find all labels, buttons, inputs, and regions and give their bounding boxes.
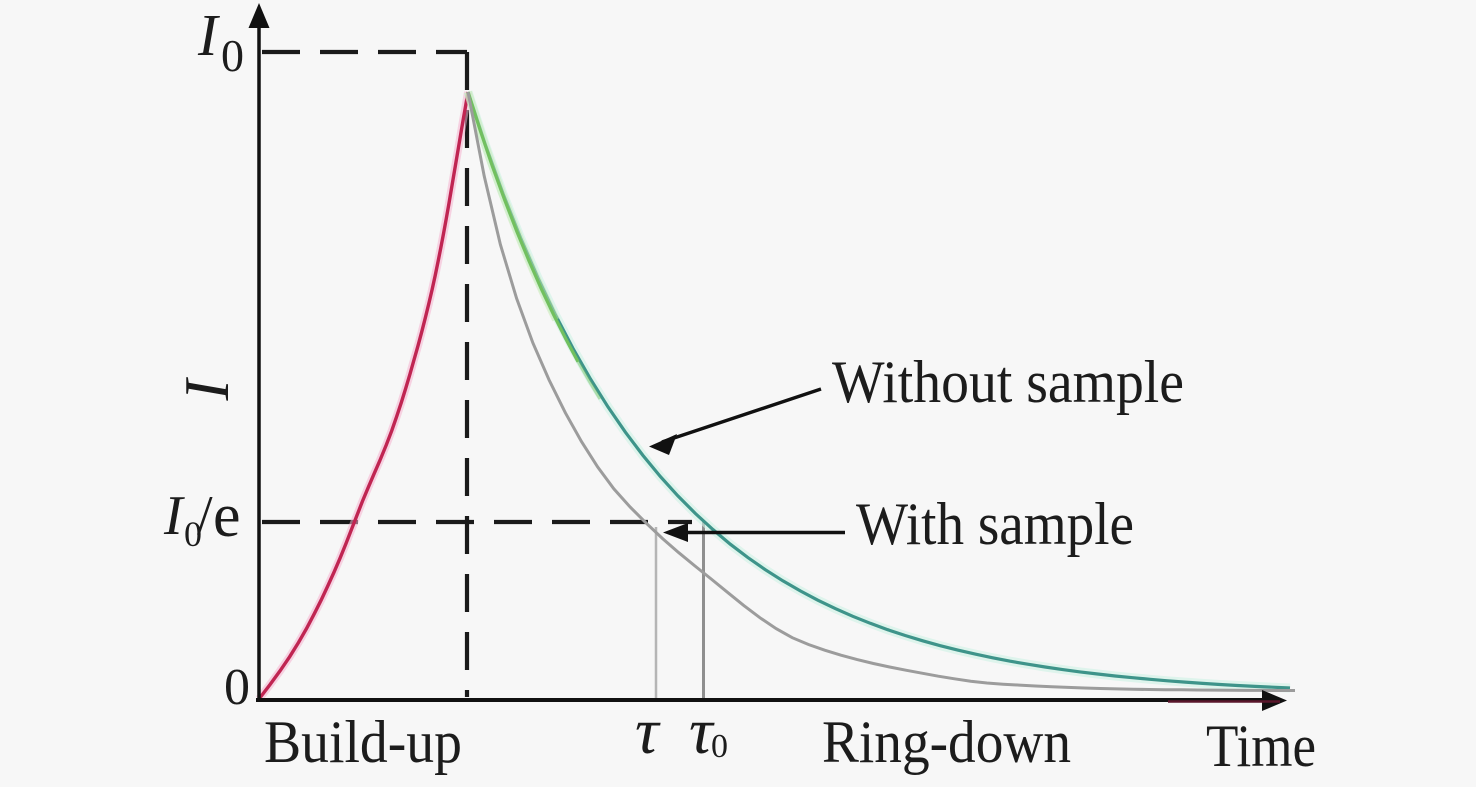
svg-text:I: I bbox=[172, 376, 242, 401]
svg-text:I: I bbox=[163, 485, 185, 547]
svg-text:τ: τ bbox=[635, 695, 661, 768]
svg-text:0: 0 bbox=[184, 514, 202, 554]
svg-text:With sample: With sample bbox=[856, 491, 1134, 557]
svg-text:Build-up: Build-up bbox=[264, 709, 462, 775]
svg-text:τ: τ bbox=[689, 695, 715, 768]
svg-text:/: / bbox=[197, 485, 213, 547]
svg-text:0: 0 bbox=[221, 30, 244, 81]
svg-text:I: I bbox=[197, 2, 220, 68]
svg-text:Without sample: Without sample bbox=[832, 349, 1184, 415]
svg-text:e: e bbox=[213, 482, 241, 550]
svg-text:0: 0 bbox=[711, 728, 728, 765]
svg-text:Time: Time bbox=[1206, 713, 1316, 779]
svg-text:Ring-down: Ring-down bbox=[822, 709, 1071, 775]
svg-text:0: 0 bbox=[224, 659, 250, 716]
